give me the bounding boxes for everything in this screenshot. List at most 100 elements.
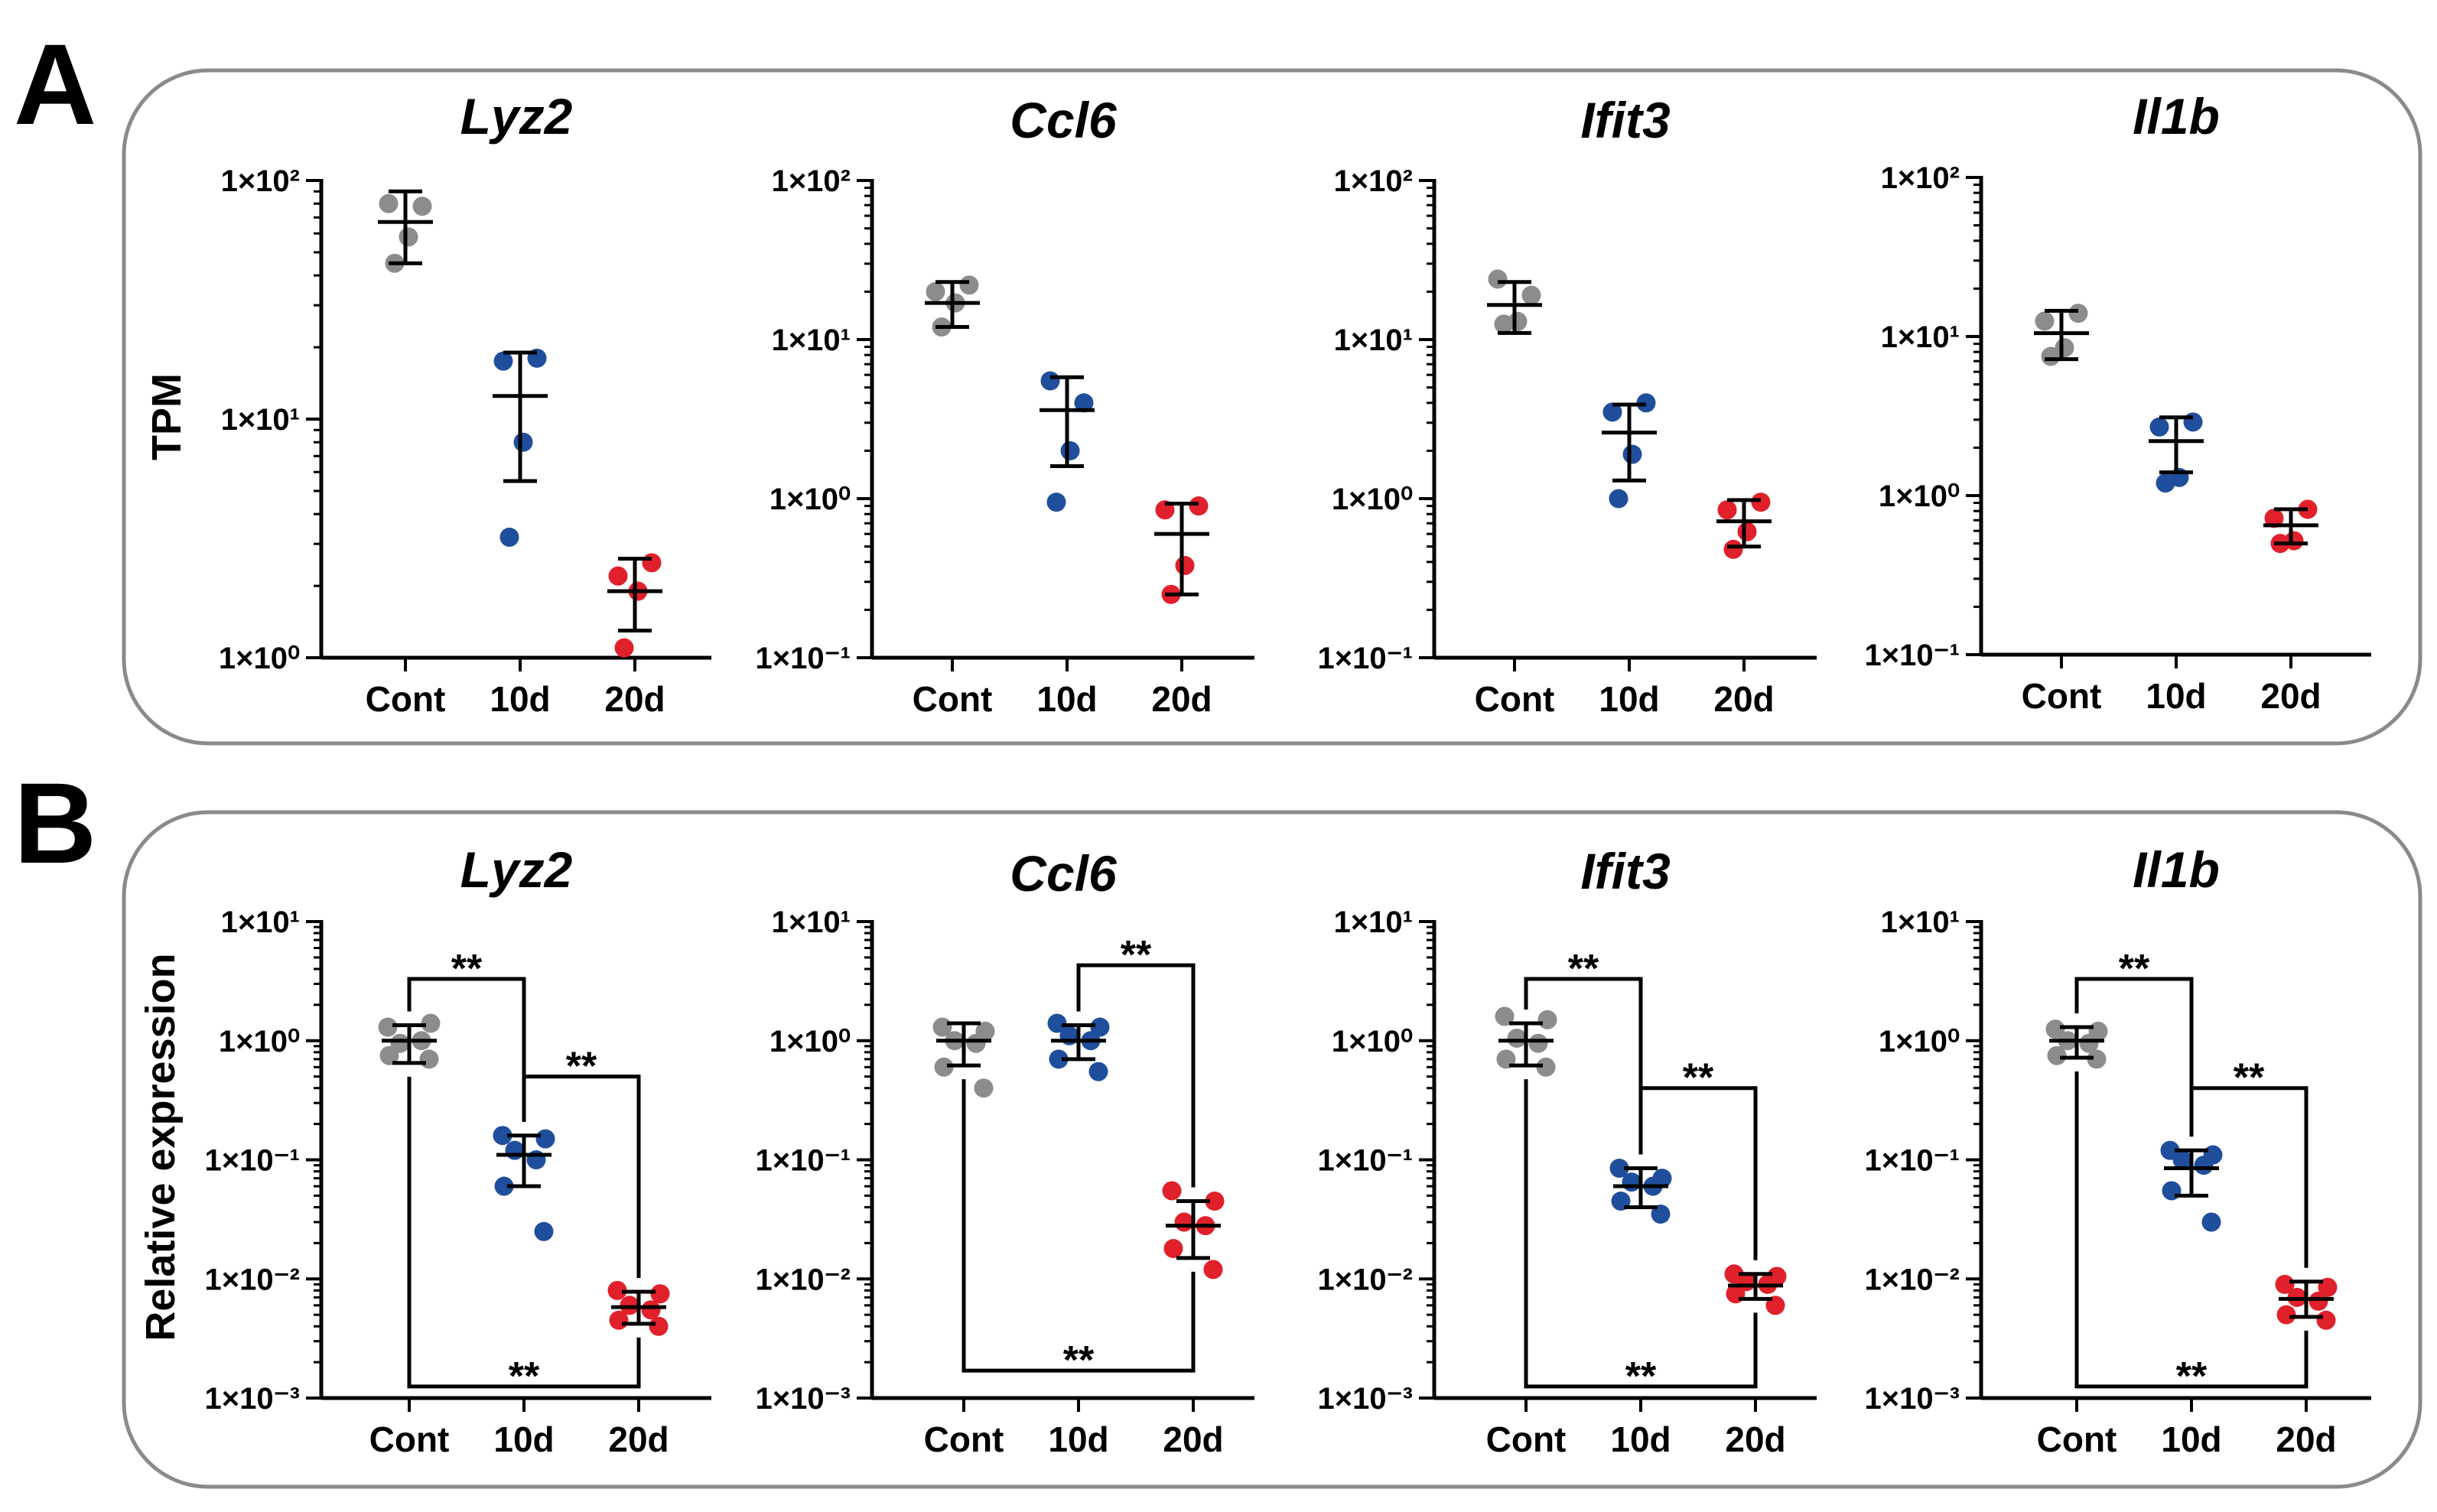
- panel-b-il1b-point-cont: [2087, 1049, 2107, 1069]
- panel-b-lyz2-significance-bracket: [522, 1075, 641, 1279]
- panel-b-lyz2-significance-bracket: [407, 1076, 641, 1389]
- panel-b-ifit3-point-cont: [1507, 1028, 1527, 1048]
- panel-b-lyz2-x-tick-label: 20d: [608, 1419, 669, 1459]
- panel-b-ifit3-y-tick-label: 1×10⁰: [1332, 1025, 1413, 1058]
- panel-a-il1b-point-cont: [2068, 304, 2088, 324]
- panel-a-ifit3-point-cont: [1521, 285, 1541, 305]
- panel-b-ccl6-point-cont: [974, 1078, 994, 1098]
- panel-a-ccl6-point-cont: [926, 281, 945, 301]
- panel-a-lyz2-point-10d: [493, 351, 513, 371]
- panel-b-il1b-point-10d: [2172, 1150, 2192, 1169]
- panel-b-ccl6-significance-bracket: [961, 1079, 1196, 1373]
- panel-a-lyz2-point-20d: [642, 553, 662, 573]
- panel-a-ifit3-point-20d: [1751, 493, 1771, 512]
- panel-b-ccl6-y-tick-label: 1×10⁻³: [755, 1382, 851, 1416]
- panel-b-ifit3-x-tick-label: 10d: [1610, 1419, 1671, 1459]
- panel-a-lyz2-x-tick-label: Cont: [366, 679, 446, 719]
- panel-b-ccl6-y-tick-label: 1×10⁻²: [755, 1263, 851, 1296]
- panel-b-il1b-point-10d: [2201, 1212, 2221, 1232]
- panel-b-il1b-point-cont: [2047, 1045, 2067, 1065]
- panel-a-ccl6-point-10d: [1046, 493, 1066, 512]
- panel-b-ccl6-y-tick-label: 1×10¹: [772, 906, 851, 939]
- panel-b-ccl6-x-tick-label: Cont: [924, 1419, 1004, 1459]
- panel-a-ifit3-point-cont: [1488, 269, 1508, 289]
- panel-b-il1b-title: Il1b: [2133, 841, 2220, 898]
- panel-b-ifit3-y-tick-label: 1×10¹: [1334, 906, 1413, 939]
- panel-b-ccl6-point-20d: [1163, 1238, 1183, 1258]
- panel-b-lyz2-point-10d: [534, 1221, 554, 1241]
- panel-b-lyz2-significance-bracket: [407, 977, 526, 1122]
- panel-a-ifit3-point-20d: [1717, 500, 1737, 520]
- panel-b-il1b-significance-bracket: [2074, 977, 2194, 1137]
- panel-b-frame: [122, 810, 2422, 1489]
- panel-a-ccl6-point-10d: [1040, 371, 1060, 391]
- panel-b-il1b-x-tick-label: Cont: [2037, 1419, 2117, 1459]
- panel-a-ccl6-y-tick-label: 1×10²: [772, 164, 851, 198]
- panel-a-il1b-x-tick-label: Cont: [2022, 676, 2102, 716]
- panel-a-lyz2-point-10d: [499, 527, 519, 547]
- panel-a-ccl6-y-tick-label: 1×10⁻¹: [755, 642, 851, 675]
- panel-a-lyz2-x-tick-label: 10d: [490, 679, 550, 719]
- panel-b-lyz2-point-cont: [419, 1049, 439, 1069]
- panel-b-il1b-point-20d: [2275, 1274, 2295, 1294]
- panel-b-lyz2-point-20d: [650, 1284, 670, 1304]
- panel-a-lyz2-y-tick-label: 1×10²: [221, 164, 300, 198]
- panel-b-ifit3-significance-bracket: [1524, 1079, 1758, 1389]
- panel-b-ifit3-x-tick-label: 20d: [1725, 1419, 1785, 1459]
- panel-b-lyz2-point-10d: [505, 1140, 525, 1160]
- panel-b-lyz2-point-10d: [535, 1129, 555, 1149]
- panel-b-ccl6-point-20d: [1203, 1260, 1223, 1280]
- panel-b-ccl6-x-tick-label: 20d: [1163, 1419, 1223, 1459]
- panel-a-il1b-y-tick-label: 1×10²: [1881, 161, 1960, 195]
- panel-a-ifit3-x-tick-label: Cont: [1475, 679, 1555, 719]
- panel-a-ccl6-x-tick-label: Cont: [913, 679, 993, 719]
- panel-b-ifit3-point-cont: [1536, 1057, 1556, 1077]
- panel-a-il1b-x-tick-label: 10d: [2146, 676, 2206, 716]
- panel-a-lyz2-y-tick-label: 1×10⁰: [219, 642, 300, 675]
- panel-a-ccl6-x-tick-label: 20d: [1151, 679, 1212, 719]
- panel-a-ifit3-point-10d: [1602, 402, 1622, 422]
- panel-b-y-axis-title: Relative expression: [138, 953, 184, 1341]
- panel-a-il1b-point-10d: [2156, 473, 2175, 493]
- panel-b-il1b-significance-label: **: [2119, 947, 2150, 991]
- panel-b-il1b-point-20d: [2308, 1291, 2328, 1311]
- panel-a-il1b-x-tick-label: 20d: [2260, 676, 2321, 716]
- panel-b-ifit3-title: Ifit3: [1580, 843, 1670, 899]
- panel-b-lyz2-point-20d: [607, 1280, 627, 1300]
- panel-a-ccl6-y-tick-label: 1×10¹: [772, 324, 851, 357]
- panel-b-il1b-significance-bracket: [2189, 1086, 2308, 1268]
- panel-b-ifit3-y-tick-label: 1×10⁻²: [1317, 1263, 1413, 1296]
- panel-a-il1b-point-cont: [2041, 346, 2061, 366]
- panel-a-ifit3-point-10d: [1622, 444, 1642, 464]
- panel-b-ifit3-point-10d: [1609, 1158, 1629, 1178]
- panel-a-ifit3-point-20d: [1737, 522, 1757, 541]
- panel-a-ccl6-point-cont: [959, 275, 979, 295]
- panel-b-ccl6-point-20d: [1162, 1181, 1182, 1201]
- panel-b-ifit3-point-10d: [1651, 1205, 1671, 1224]
- panel-a-ccl6-point-20d: [1189, 496, 1209, 516]
- panel-b-ccl6-point-10d: [1090, 1017, 1110, 1037]
- charts-layer: Lyz2 1×10⁰ 1×10¹ 1×10² Cont 10d 20d Ccl6 1×10⁻¹ 1…: [204, 88, 2371, 1459]
- panel-b-ccl6-y-tick-label: 1×10⁻¹: [755, 1144, 851, 1178]
- panel-b-lyz2-point-10d: [494, 1176, 514, 1196]
- panel-b-lyz2-point-cont: [421, 1013, 441, 1033]
- panel-b-lyz2-significance-label: **: [451, 947, 483, 991]
- panel-b-lyz2-point-10d: [493, 1126, 512, 1146]
- panel-b-lyz2-x-tick-label: Cont: [369, 1419, 450, 1459]
- panel-a-lyz2-point-20d: [614, 638, 634, 658]
- panel-a-il1b-point-10d: [2183, 412, 2203, 432]
- panel-b-ifit3-significance-bracket: [1638, 1086, 1758, 1260]
- panel-b-il1b-point-10d: [2194, 1156, 2214, 1175]
- panel-a-il1b-y-tick-label: 1×10⁻¹: [1864, 639, 1960, 672]
- panel-b-ifit3-significance-bracket: [1524, 977, 1643, 1155]
- panel-b-letter: B: [14, 759, 96, 887]
- panel-b-ifit3-x-tick-label: Cont: [1486, 1419, 1567, 1459]
- panel-a-lyz2-title: Lyz2: [460, 88, 573, 145]
- panel-b-il1b-x-tick-label: 20d: [2276, 1419, 2336, 1459]
- panel-b-il1b-x-tick-label: 10d: [2161, 1419, 2221, 1459]
- panel-a-ccl6-point-20d: [1175, 555, 1195, 575]
- panel-b-ccl6-point-10d: [1047, 1013, 1067, 1033]
- panel-b-il1b-y-tick-label: 1×10⁻¹: [1864, 1144, 1960, 1178]
- panel-a-lyz2-x-tick-label: 20d: [604, 679, 665, 719]
